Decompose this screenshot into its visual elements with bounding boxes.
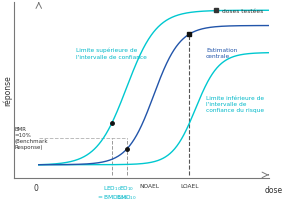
Text: BMD$_{10}$: BMD$_{10}$ <box>116 192 137 201</box>
Text: doses testées: doses testées <box>222 9 263 14</box>
Text: LED$_{10}$: LED$_{10}$ <box>103 183 121 192</box>
Text: dose: dose <box>265 185 283 194</box>
Text: = BMDL$_{10}$: = BMDL$_{10}$ <box>97 192 127 201</box>
Text: BMR
=10%
(Benchmark
Response): BMR =10% (Benchmark Response) <box>15 127 48 149</box>
Text: Limite inférieure de
l'intervalle de
confiance du risque: Limite inférieure de l'intervalle de con… <box>206 95 264 113</box>
Text: Limite supérieure de
l'intervalle de confiance: Limite supérieure de l'intervalle de con… <box>76 48 147 59</box>
Text: ED$_{10}$: ED$_{10}$ <box>119 183 134 192</box>
Text: LOAEL: LOAEL <box>180 183 198 188</box>
Text: NOAEL: NOAEL <box>140 183 160 188</box>
Text: Estimation
centrale: Estimation centrale <box>206 48 237 59</box>
Text: 0: 0 <box>33 183 38 193</box>
Y-axis label: réponse: réponse <box>3 75 12 106</box>
